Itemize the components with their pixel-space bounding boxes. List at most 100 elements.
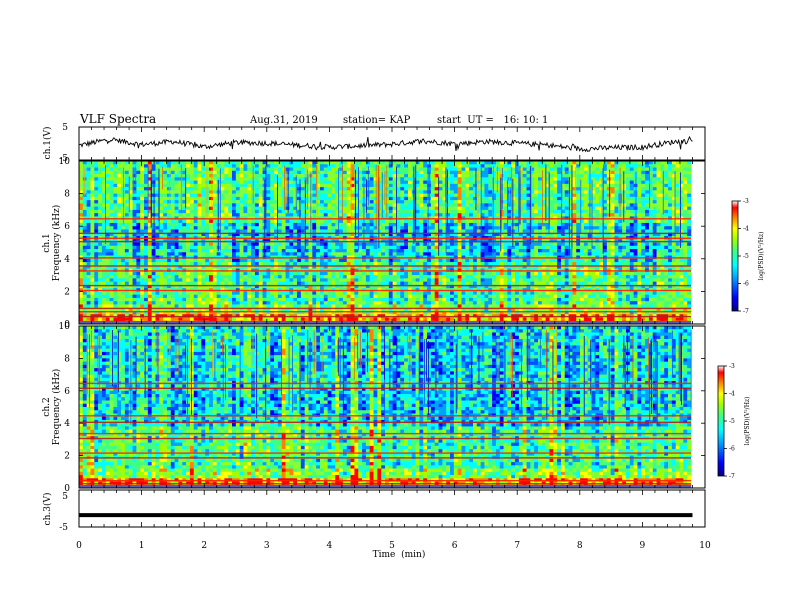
spectrogram-cell [235, 226, 240, 230]
spectrogram-cell [319, 190, 325, 194]
spectrogram-cell [124, 281, 130, 286]
spectrogram-cell [342, 242, 348, 247]
spectrogram-cell [266, 180, 271, 185]
spectrogram-cell [396, 297, 401, 302]
spectrogram-cell [170, 249, 175, 253]
spectrogram-cell [358, 219, 363, 224]
spectrogram-cell [109, 193, 114, 198]
spectrogram-cell [170, 294, 175, 299]
spectrogram-cell [182, 187, 187, 191]
spectrogram-cell [323, 180, 328, 185]
spectrogram-cell [94, 252, 99, 256]
spectrogram-cell [189, 262, 195, 266]
spectrogram-cell [170, 271, 175, 276]
spectrogram-cell [147, 196, 152, 201]
spectrogram-cell [446, 242, 451, 247]
spectrogram-cell [319, 281, 325, 286]
spectrogram-cell [316, 196, 321, 201]
spectrogram-cell [323, 252, 328, 256]
spectrogram-cell [289, 262, 294, 266]
spectrogram-cell [98, 177, 103, 181]
spectrogram-cell [166, 291, 172, 295]
spectrogram-cell [189, 265, 195, 269]
spectrogram-cell [323, 170, 328, 175]
spectrogram-cell [400, 226, 405, 230]
spectrogram-cell [266, 177, 271, 181]
spectrogram-cell [407, 196, 413, 201]
spectrogram-cell [300, 271, 305, 276]
spectrogram-cell [392, 281, 397, 286]
spectrogram-cell [105, 167, 110, 172]
spectrogram-cell [419, 203, 424, 207]
spectrogram-cell [339, 317, 344, 322]
spectrogram-cell [228, 164, 233, 168]
spectrogram-cell [140, 252, 145, 256]
spectrogram-cell [144, 167, 149, 172]
spectrogram-cell [369, 170, 374, 175]
spectrogram-cell [434, 284, 439, 289]
spectrogram-cell [316, 275, 321, 279]
spectrogram-cell [369, 258, 374, 263]
spectrogram-cell [411, 265, 416, 269]
spectrogram-cell [304, 226, 309, 230]
spectrogram-cell [239, 245, 244, 250]
spectrogram-cell [335, 161, 340, 165]
spectrogram-cell [335, 222, 340, 227]
spectrogram-cell [450, 265, 455, 269]
spectrogram-cell [327, 258, 332, 263]
spectrogram-cell [170, 203, 175, 207]
spectrogram-cell [312, 294, 317, 299]
spectrogram-cell [323, 304, 328, 308]
spectrogram-cell [312, 304, 317, 308]
spectrogram-cell [155, 317, 160, 322]
spectrogram-cell [335, 219, 340, 224]
spectrogram-cell [407, 275, 413, 279]
spectrogram-cell [411, 301, 416, 305]
spectrogram-cell [270, 291, 275, 295]
spectrogram-cell [419, 317, 424, 322]
spectrogram-cell [281, 200, 286, 204]
spectrogram-cell [297, 249, 302, 253]
spectrogram-cell [166, 252, 172, 256]
spectrogram-cell [163, 232, 168, 237]
spectrogram-cell [327, 177, 332, 181]
spectrogram-cell [434, 170, 439, 175]
spectrogram-cell [86, 310, 91, 315]
spectrogram-cell [163, 174, 168, 178]
spectrogram-cell [358, 226, 363, 230]
spectrogram-cell [404, 258, 409, 263]
spectrogram-cell [82, 307, 87, 312]
spectrogram-cell [98, 190, 103, 194]
spectrogram-cell [362, 275, 367, 279]
spectrogram-cell [178, 226, 183, 230]
spectrogram-cell [228, 226, 233, 230]
spectrogram-cell [423, 219, 428, 224]
spectrogram-cell [388, 174, 393, 178]
spectrogram-cell [392, 226, 397, 230]
spectrogram-cell [354, 284, 359, 289]
spectrogram-cell [419, 294, 424, 299]
spectrogram-cell [346, 258, 351, 263]
spectrogram-cell [189, 170, 195, 175]
spectrogram-cell [113, 167, 118, 172]
spectrogram-cell [166, 258, 172, 263]
spectrogram-cell [277, 271, 283, 276]
spectrogram-cell [369, 262, 374, 266]
spectrogram-cell [224, 249, 229, 253]
spectrogram-cell [79, 232, 84, 237]
spectrogram-cell [323, 271, 328, 276]
spectrogram-cell [427, 232, 432, 237]
spectrogram-cell [166, 310, 172, 315]
spectrogram-cell [407, 187, 413, 191]
spectrogram-cell [434, 196, 439, 201]
spectrogram-cell [254, 193, 260, 198]
spectrogram-cell [388, 291, 393, 295]
spectrogram-cell [251, 301, 256, 305]
spectrogram-cell [270, 310, 275, 315]
spectrogram-cell [335, 297, 340, 302]
spectrogram-cell [224, 310, 229, 315]
spectrogram-cell [362, 284, 367, 289]
spectrogram-cell [381, 177, 386, 181]
spectrogram-cell [98, 278, 103, 282]
spectrogram-cell [381, 203, 386, 207]
